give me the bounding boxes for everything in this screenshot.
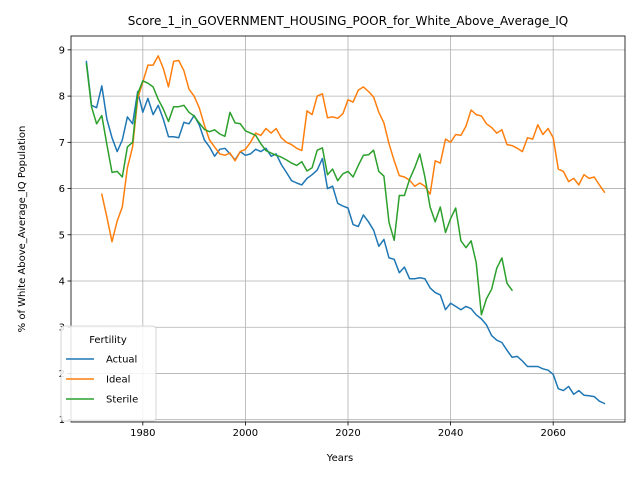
legend: Fertility Actual Ideal Sterile <box>60 325 157 422</box>
x-tick-label: 2000 <box>233 428 258 439</box>
legend-box <box>60 325 157 422</box>
y-tick-label: 9 <box>59 45 65 56</box>
x-axis-label: Years <box>326 453 353 464</box>
x-tick-label: 2040 <box>438 428 463 439</box>
x-tick-label: 2020 <box>335 428 360 439</box>
series-line-actual <box>85 60 606 405</box>
series-line-sterile <box>85 62 513 316</box>
y-tick-label: 4 <box>59 277 65 288</box>
x-tick-label: 1980 <box>130 428 155 439</box>
legend-label-ideal: Ideal <box>106 375 130 386</box>
x-tick-label: 2060 <box>540 428 565 439</box>
legend-label-actual: Actual <box>106 355 137 366</box>
y-axis-label: % of White Above_Average_IQ Population <box>17 126 28 333</box>
y-tick-label: 7 <box>59 138 65 149</box>
series-line-ideal <box>101 55 606 243</box>
legend-title: Fertility <box>89 335 127 346</box>
series-lines <box>85 55 606 405</box>
y-tick-label: 5 <box>59 230 65 241</box>
y-tick-label: 6 <box>59 184 65 195</box>
chart-title: Score_1_in_GOVERNMENT_HOUSING_POOR_for_W… <box>128 14 569 28</box>
y-tick-label: 8 <box>59 92 65 103</box>
legend-label-sterile: Sterile <box>106 395 138 406</box>
